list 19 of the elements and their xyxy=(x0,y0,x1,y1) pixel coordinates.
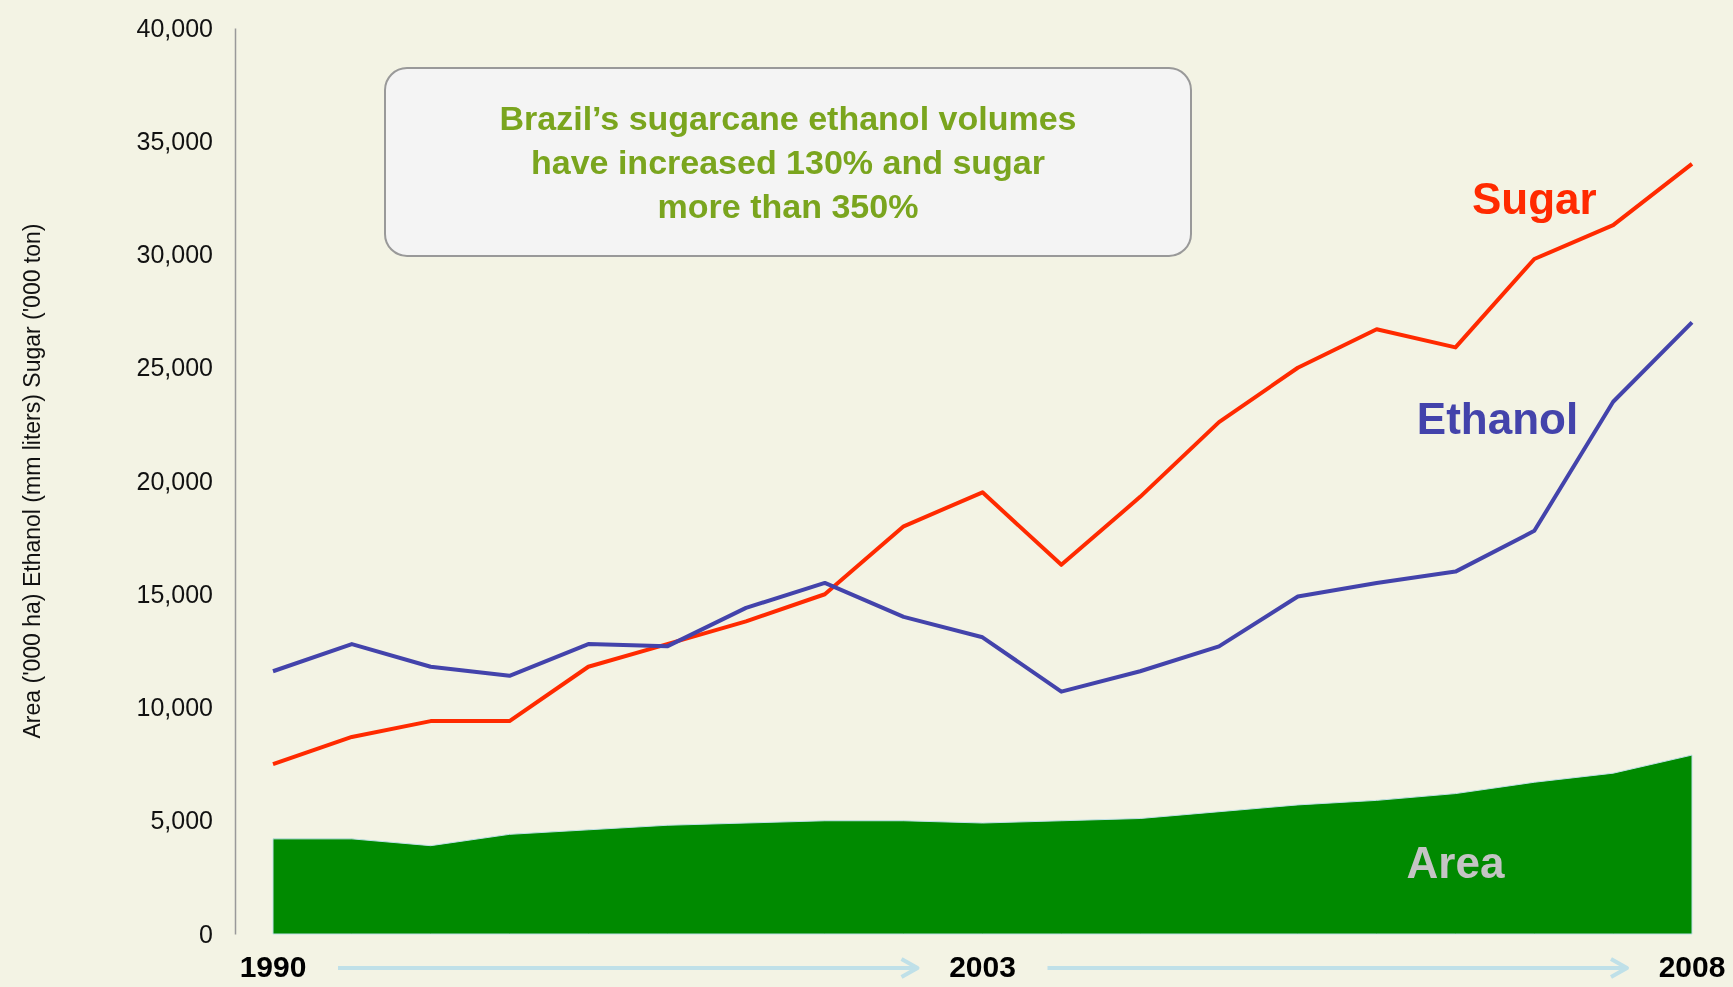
y-axis-title: Area ('000 ha) Ethanol (mm liters) Sugar ('000 ton) xyxy=(19,223,45,739)
annotation: Brazil’s sugarcane ethanol volumes have increased 130% and sugar more than 350% xyxy=(499,99,1077,225)
y-tick-label: 40,000 xyxy=(136,13,213,42)
y-tick-label: 35,000 xyxy=(136,126,213,155)
x-tick-label: 2003 xyxy=(949,950,1016,983)
series-label: Sugar xyxy=(1471,174,1597,224)
line-series xyxy=(271,320,1694,694)
y-tick-label: 30,000 xyxy=(136,240,213,268)
series-label: Area xyxy=(1406,837,1505,887)
y-tick-label: 15,000 xyxy=(136,579,213,608)
x-tick-label: 1990 xyxy=(239,950,307,983)
y-tick-label: 10,000 xyxy=(136,693,213,721)
callout-box: Brazil’s sugarcane ethanol volumes have increased 130% and sugar more than 350% xyxy=(384,67,1192,257)
y-tick-label: 0 xyxy=(199,919,213,948)
x-tick-label: 2008 xyxy=(1658,950,1726,983)
y-tick-label: 5,000 xyxy=(150,806,213,835)
y-tick-label: 20,000 xyxy=(136,466,213,495)
series-label: Ethanol xyxy=(1416,393,1579,443)
y-tick-label: 25,000 xyxy=(136,353,213,382)
